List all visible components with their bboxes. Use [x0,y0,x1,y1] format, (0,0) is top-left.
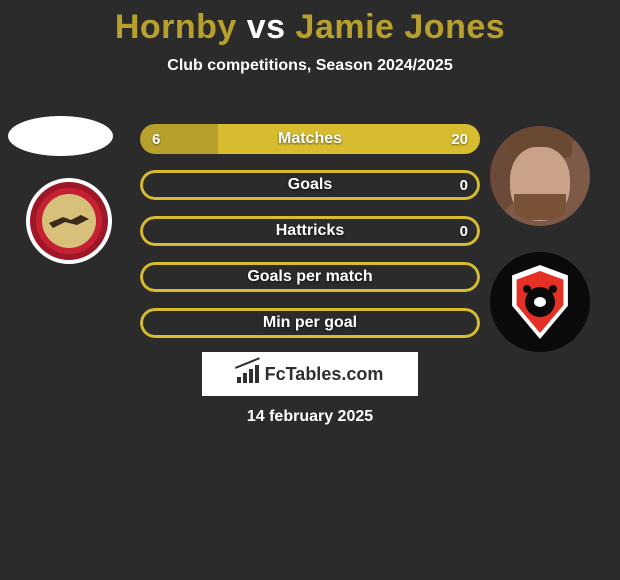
title-right-player: Jamie Jones [296,8,506,46]
stat-label: Matches [140,124,480,154]
brand-text: FcTables.com [265,364,384,385]
left-player-avatar [8,116,113,156]
stat-label: Goals per match [140,262,480,292]
walsall-inner-icon [42,194,96,248]
stat-row: Hattricks0 [140,216,480,246]
swift-bird-icon [49,211,89,231]
stat-row: Goals per match [140,262,480,292]
fctables-icon [237,365,259,383]
stat-row: Min per goal [140,308,480,338]
left-club-badge [26,178,112,264]
stat-value-right: 20 [451,124,468,154]
lion-head-icon [525,287,555,317]
salford-shield-inner [514,271,566,333]
date-text: 14 february 2025 [0,408,620,426]
stat-label: Min per goal [140,308,480,338]
title-left-player: Hornby [115,8,237,46]
stat-row: Matches6 20 [140,124,480,154]
lion-face [534,297,546,307]
subtitle: Club competitions, Season 2024/2025 [0,57,620,75]
comparison-infographic: Hornby vs Jamie Jones Club competitions,… [0,0,620,580]
stat-row: Goals0 [140,170,480,200]
stats-area: Matches620Goals0Hattricks0Goals per matc… [140,124,480,354]
stat-label: Goals [140,170,480,200]
stat-value-right: 0 [460,216,468,246]
salford-shield-icon [509,265,571,339]
stat-value-left: 6 [152,124,160,154]
stat-value-right: 0 [460,170,468,200]
stat-label: Hattricks [140,216,480,246]
brand-badge: FcTables.com [202,352,418,396]
right-player-avatar [490,126,590,226]
title-vs: vs [247,8,286,46]
avatar-beard [514,194,566,220]
right-club-badge [490,252,590,352]
page-title: Hornby vs Jamie Jones [0,0,620,47]
